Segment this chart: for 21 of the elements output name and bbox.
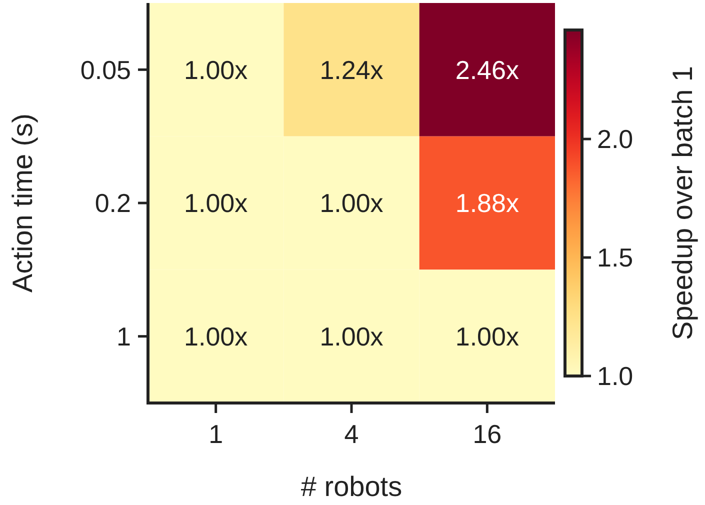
data-label: 1.00x [184, 54, 248, 85]
data-label: 2.46x [455, 54, 519, 85]
data-label: 1.00x [184, 188, 248, 218]
data-label: 1.00x [455, 321, 519, 352]
color-bar-label: 1.0 [597, 361, 634, 392]
data-label: 1.00x [184, 321, 248, 352]
x-tick-label: 4 [344, 419, 359, 449]
y-tick-label: 0.05 [80, 54, 131, 85]
color-bar-label: 1.5 [597, 242, 634, 273]
x-tick-label: 16 [472, 419, 502, 449]
data-label: 1.24x [320, 54, 384, 85]
data-label: 1.88x [455, 188, 519, 218]
color-bar-label: 2.0 [597, 124, 634, 154]
y-tick-label: 1 [116, 321, 131, 352]
x-axis-title: # robots [300, 471, 402, 502]
color-bar-title: Speedup over batch 1 [667, 66, 698, 340]
y-axis-title: Action time (s) [7, 114, 38, 292]
data-label: 1.00x [320, 321, 384, 352]
y-tick-label: 0.2 [94, 188, 131, 218]
data-label: 1.00x [320, 188, 384, 218]
x-tick-label: 1 [208, 419, 224, 449]
